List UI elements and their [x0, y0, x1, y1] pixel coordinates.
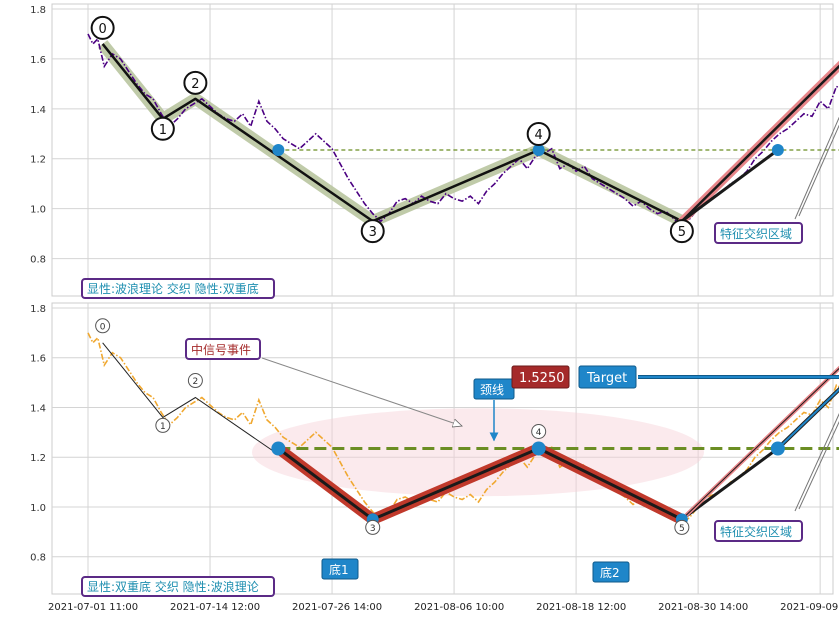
- bottom2-label-text: 底2: [600, 565, 620, 580]
- top-caption: 显性:波浪理论 交织 隐性:双重底: [81, 278, 275, 299]
- wave-label: 1: [160, 422, 166, 432]
- wave-label-circle: [150, 116, 175, 141]
- rebound-leg: [680, 148, 779, 223]
- projection-leg-inner: [777, 388, 839, 450]
- markers: 0 1 2 3 4 5 0 1 2 3 4 5: [90, 15, 839, 535]
- y-tick-label: 1.6: [30, 354, 46, 365]
- wave-label: 0: [100, 322, 106, 332]
- x-tick-label: 2021-08-30 14:00: [658, 602, 748, 613]
- pattern-marker: [531, 441, 546, 456]
- x-tick-label: 2021-07-01 11:00: [48, 602, 138, 613]
- wave-label: 1: [159, 123, 167, 138]
- bottom1-label-text: 底1: [329, 562, 349, 577]
- wave-label-circle: [531, 424, 547, 439]
- wave-label-circle: [526, 122, 551, 146]
- wave-label: 3: [370, 524, 376, 534]
- wave-path-top: [101, 43, 683, 223]
- annotation-arrow-bottom-edge: [798, 421, 839, 510]
- y-tick-label: 1.4: [30, 403, 46, 414]
- top-zone-annotation-text: 特征交织区域: [720, 226, 792, 241]
- y-tick-label: 1.2: [30, 155, 46, 166]
- wave-label: 4: [535, 128, 543, 143]
- x-tick-label: 2021-08-06 10:00: [414, 602, 504, 613]
- pattern-marker: [271, 441, 286, 456]
- annotation-arrow-bottom: [794, 413, 839, 512]
- wave-label: 2: [191, 77, 199, 92]
- wave-label: 5: [679, 524, 685, 534]
- pattern-marker: [272, 144, 285, 156]
- final-leg: [680, 64, 839, 223]
- wave-label-circle: [95, 318, 111, 334]
- pattern-marker: [770, 441, 785, 456]
- bottom-zone-annotation-text: 特征交织区域: [720, 524, 792, 539]
- y-tick-label: 1.2: [30, 453, 46, 464]
- wave-label-circle: [360, 219, 385, 244]
- wave-label-circle: [669, 219, 694, 244]
- y-tick-label: 0.8: [30, 255, 46, 266]
- wave-label: 5: [678, 225, 686, 240]
- wave-label: 0: [99, 22, 107, 37]
- top-caption-text: 显性:波浪理论 交织 隐性:双重底: [87, 281, 259, 296]
- neckline-label-text: 颈线: [480, 383, 504, 397]
- top-zone-annotation: 特征交织区域: [714, 222, 803, 244]
- target-label-text: Target: [586, 371, 627, 386]
- y-tick-label: 1.6: [30, 55, 46, 66]
- target-leg: [681, 367, 839, 520]
- pattern-marker: [771, 144, 784, 156]
- signal-event-label: 中信号事件: [185, 338, 261, 360]
- y-tick-label: 1.0: [30, 205, 46, 216]
- bottom-zone-annotation: 特征交织区域: [714, 520, 803, 542]
- price-label-text: 1.5250: [519, 371, 565, 386]
- y-tick-label: 1.4: [30, 105, 46, 116]
- x-tick-label: 2021-08-18 12:00: [536, 602, 626, 613]
- wave-label-circle: [187, 373, 203, 389]
- signal-event-text: 中信号事件: [191, 342, 251, 357]
- annotation-arrow-top: [794, 116, 839, 220]
- y-tick-label: 1.8: [30, 304, 46, 315]
- wave-label: 2: [193, 377, 199, 387]
- bottom-caption-text: 显性:双重底 交织 隐性:波浪理论: [87, 579, 259, 594]
- annotation-arrow-top-edge: [798, 124, 839, 217]
- wave-label-circle: [183, 70, 208, 95]
- y-tick-label: 0.8: [30, 553, 46, 564]
- price-label: 1.5250: [511, 365, 570, 389]
- wave-label-circle: [155, 417, 171, 433]
- y-tick-label: 1.8: [30, 5, 46, 16]
- bottom2-label: 底2: [592, 561, 630, 583]
- x-tick-label: 2021-09-09 14:00: [780, 602, 839, 613]
- price-line-bottom: [87, 332, 839, 526]
- x-tick-label: 2021-07-26 14:00: [292, 602, 382, 613]
- wave-label: 3: [369, 225, 377, 240]
- target-label: Target: [578, 365, 637, 389]
- wave-label-circle: [674, 519, 690, 535]
- wave-label-circle: [365, 519, 381, 535]
- signal-arrow: [261, 357, 462, 426]
- wave-label-circle: [90, 15, 115, 40]
- wave-label: 4: [536, 428, 542, 438]
- y-tick-label: 1.0: [30, 503, 46, 514]
- axis-labels: 0.81.01.21.41.61.80.81.01.21.41.61.82021…: [30, 5, 839, 613]
- neckline-label: 颈线: [473, 378, 515, 400]
- bottom-caption: 显性:双重底 交织 隐性:波浪理论: [81, 576, 275, 597]
- pattern-marker: [532, 144, 545, 156]
- bottom1-label: 底1: [321, 558, 359, 580]
- plot-backgrounds: [51, 3, 834, 595]
- x-tick-label: 2021-07-14 12:00: [170, 602, 260, 613]
